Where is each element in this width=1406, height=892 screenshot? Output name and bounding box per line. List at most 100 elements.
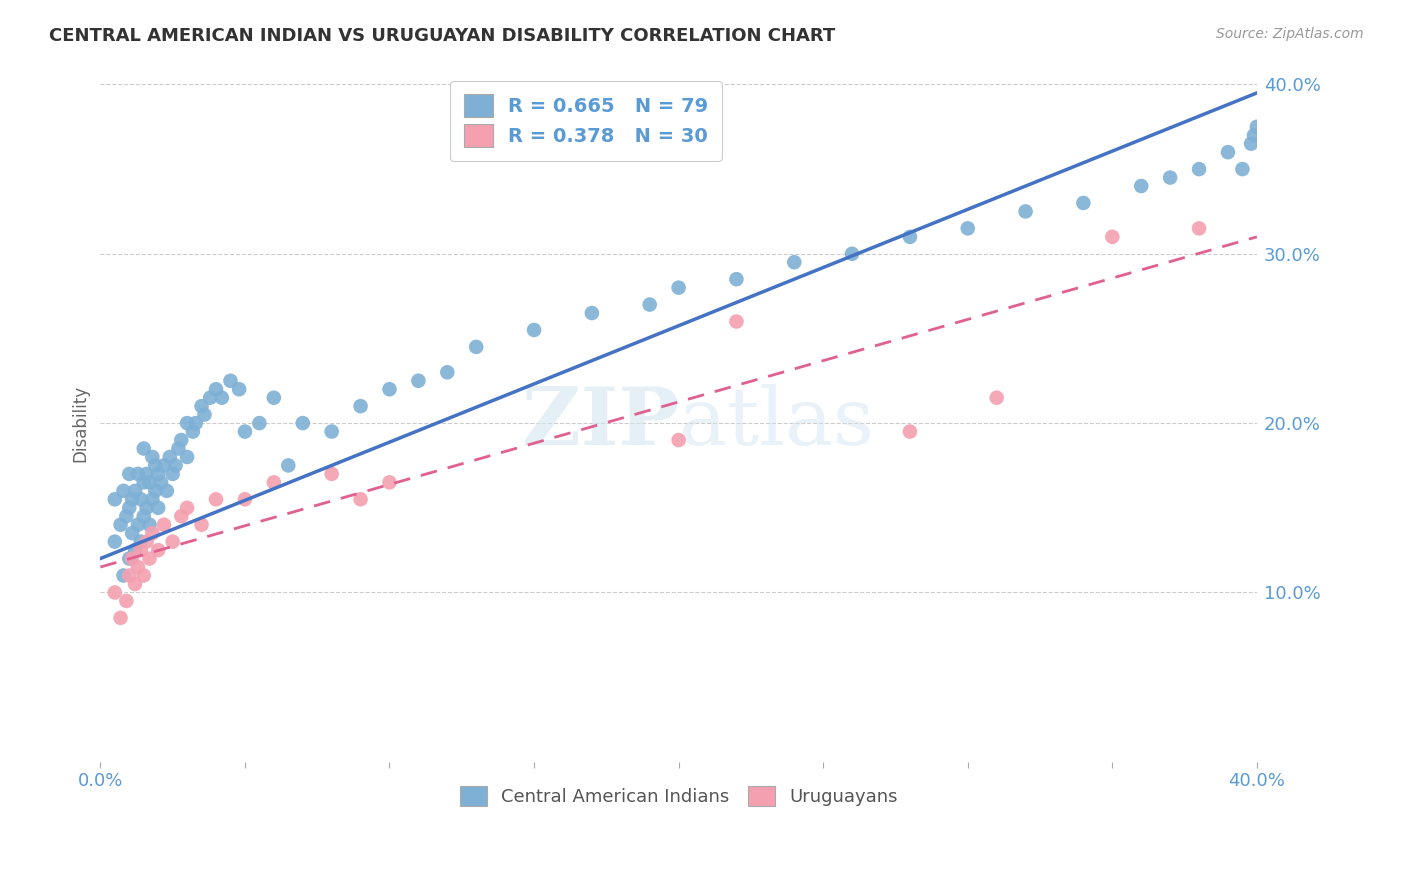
Point bbox=[1243, 128, 1265, 143]
Point bbox=[986, 391, 1008, 405]
Point bbox=[118, 551, 141, 566]
Point bbox=[112, 568, 135, 582]
Point bbox=[121, 551, 143, 566]
Point bbox=[190, 399, 212, 413]
Point bbox=[378, 475, 401, 490]
Point bbox=[118, 568, 141, 582]
Point bbox=[132, 509, 155, 524]
Point bbox=[159, 450, 181, 464]
Point bbox=[1232, 162, 1254, 177]
Point bbox=[725, 272, 748, 286]
Point bbox=[148, 467, 170, 481]
Point bbox=[233, 492, 256, 507]
Point bbox=[783, 255, 806, 269]
Point bbox=[121, 492, 143, 507]
Point bbox=[176, 450, 198, 464]
Point bbox=[121, 526, 143, 541]
Point bbox=[193, 408, 215, 422]
Point bbox=[233, 425, 256, 439]
Y-axis label: Disability: Disability bbox=[72, 384, 89, 462]
Point bbox=[153, 458, 176, 473]
Point bbox=[118, 500, 141, 515]
Point bbox=[124, 543, 146, 558]
Point bbox=[115, 594, 138, 608]
Point bbox=[321, 467, 343, 481]
Point bbox=[129, 492, 152, 507]
Point bbox=[349, 399, 371, 413]
Point bbox=[110, 611, 132, 625]
Point bbox=[1188, 221, 1211, 235]
Point bbox=[141, 450, 163, 464]
Point bbox=[581, 306, 603, 320]
Point bbox=[263, 391, 285, 405]
Point bbox=[127, 560, 149, 574]
Point bbox=[956, 221, 979, 235]
Point bbox=[1216, 145, 1239, 160]
Point bbox=[162, 467, 184, 481]
Point bbox=[247, 416, 270, 430]
Point bbox=[150, 475, 173, 490]
Point bbox=[277, 458, 299, 473]
Point bbox=[135, 534, 157, 549]
Point bbox=[165, 458, 187, 473]
Point bbox=[436, 365, 458, 379]
Point bbox=[148, 543, 170, 558]
Point bbox=[138, 475, 160, 490]
Point bbox=[118, 467, 141, 481]
Point bbox=[465, 340, 488, 354]
Point bbox=[141, 492, 163, 507]
Text: ZIP: ZIP bbox=[522, 384, 679, 462]
Point bbox=[1073, 196, 1095, 211]
Point bbox=[1188, 162, 1211, 177]
Point bbox=[408, 374, 430, 388]
Point bbox=[129, 534, 152, 549]
Point bbox=[138, 517, 160, 532]
Point bbox=[205, 492, 228, 507]
Point bbox=[263, 475, 285, 490]
Point bbox=[668, 433, 690, 447]
Point bbox=[162, 534, 184, 549]
Point bbox=[129, 543, 152, 558]
Point bbox=[176, 416, 198, 430]
Point bbox=[1101, 230, 1123, 244]
Point bbox=[127, 467, 149, 481]
Text: atlas: atlas bbox=[679, 384, 873, 462]
Point bbox=[132, 442, 155, 456]
Point bbox=[104, 492, 127, 507]
Legend: Central American Indians, Uruguayans: Central American Indians, Uruguayans bbox=[453, 779, 905, 814]
Point bbox=[205, 382, 228, 396]
Point bbox=[190, 517, 212, 532]
Point bbox=[156, 483, 179, 498]
Point bbox=[143, 458, 166, 473]
Point bbox=[124, 483, 146, 498]
Point bbox=[141, 526, 163, 541]
Point bbox=[898, 425, 921, 439]
Point bbox=[184, 416, 207, 430]
Point bbox=[349, 492, 371, 507]
Point bbox=[124, 577, 146, 591]
Text: Source: ZipAtlas.com: Source: ZipAtlas.com bbox=[1216, 27, 1364, 41]
Point bbox=[219, 374, 242, 388]
Point bbox=[725, 314, 748, 328]
Point bbox=[170, 509, 193, 524]
Point bbox=[167, 442, 190, 456]
Point bbox=[143, 483, 166, 498]
Text: CENTRAL AMERICAN INDIAN VS URUGUAYAN DISABILITY CORRELATION CHART: CENTRAL AMERICAN INDIAN VS URUGUAYAN DIS… bbox=[49, 27, 835, 45]
Point bbox=[1159, 170, 1181, 185]
Point bbox=[378, 382, 401, 396]
Point bbox=[104, 585, 127, 599]
Point bbox=[110, 517, 132, 532]
Point bbox=[841, 246, 863, 260]
Point bbox=[181, 425, 204, 439]
Point bbox=[1014, 204, 1036, 219]
Point bbox=[153, 517, 176, 532]
Point bbox=[898, 230, 921, 244]
Point bbox=[135, 500, 157, 515]
Point bbox=[291, 416, 314, 430]
Point bbox=[170, 433, 193, 447]
Point bbox=[200, 391, 222, 405]
Point bbox=[668, 280, 690, 294]
Point bbox=[148, 500, 170, 515]
Point bbox=[1246, 120, 1268, 134]
Point bbox=[523, 323, 546, 337]
